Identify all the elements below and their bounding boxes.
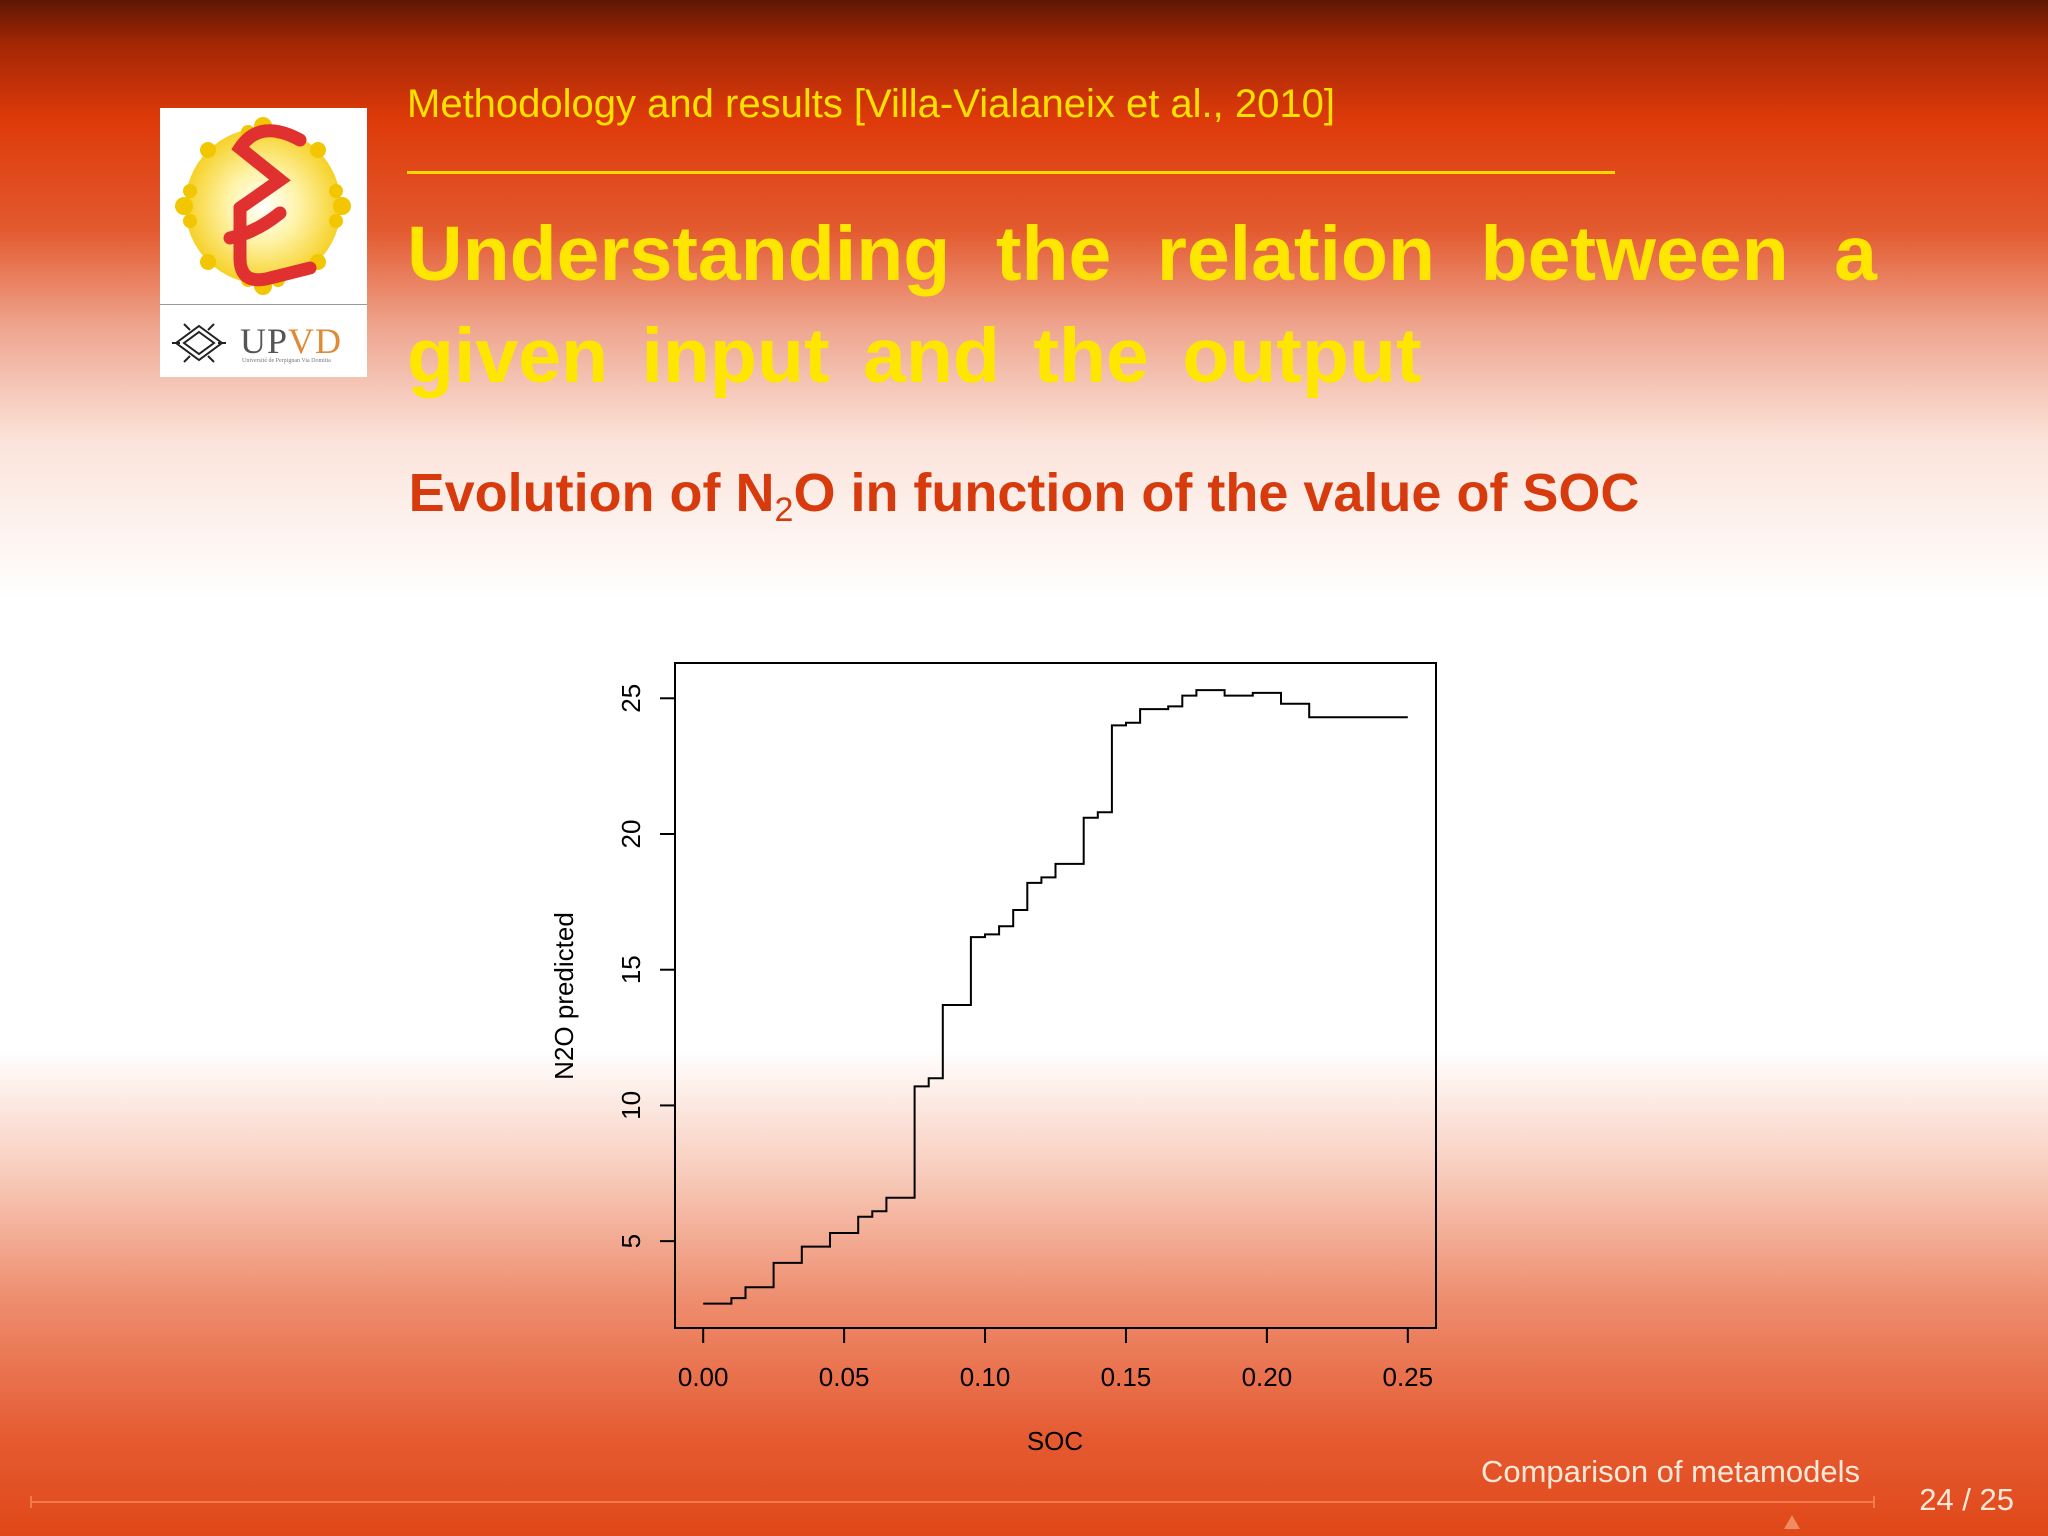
y-axis-label: N2O predicted — [549, 912, 579, 1080]
occitan-cross-emblem — [175, 117, 351, 295]
y-axis: 5 10 15 20 25 — [616, 684, 676, 1248]
x-tick-label: 0.15 — [1101, 1362, 1152, 1392]
x-tick-label: 0.10 — [960, 1362, 1011, 1392]
x-tick-label: 0.05 — [819, 1362, 870, 1392]
logo-divider — [160, 304, 367, 305]
logo-subtext: Université de Perpignan Via Domitia — [242, 358, 331, 364]
x-tick-label: 0.25 — [1383, 1362, 1434, 1392]
footer-title: Comparison of metamodels — [1480, 1454, 1860, 1489]
header-rule — [407, 171, 1615, 174]
x-tick-label: 0.00 — [678, 1362, 729, 1392]
section-title: Methodology and results [Villa-Vialaneix… — [407, 82, 1335, 126]
x-axis-label: SOC — [1027, 1426, 1083, 1456]
n2o-soc-chart: 0.00 0.05 0.10 0.15 0.20 0.25 5 10 15 20 25 SOC N… — [549, 662, 1437, 1456]
page-number: 24 / 25 — [1919, 1482, 2014, 1517]
y-tick-label: 10 — [616, 1091, 646, 1120]
footer-progress-rule — [30, 1496, 1875, 1508]
y-tick-label: 20 — [616, 820, 646, 849]
nav-triangle-icon[interactable] — [1784, 1515, 1800, 1529]
x-axis: 0.00 0.05 0.10 0.15 0.20 0.25 — [678, 1327, 1434, 1392]
n2o-step-line — [703, 689, 1408, 1305]
logo-wordmark: UPVD — [240, 321, 343, 361]
chart-subtitle: Evolution of N2O in function of the valu… — [408, 463, 1640, 529]
y-tick-label: 15 — [616, 955, 646, 984]
x-tick-label: 0.20 — [1242, 1362, 1293, 1392]
frame-title: Understanding the relation between a giv… — [407, 211, 1877, 399]
y-tick-label: 25 — [616, 684, 646, 713]
plot-box — [674, 662, 1437, 1329]
y-tick-label: 5 — [616, 1234, 646, 1248]
upvd-logo: UPVD Université de Perpignan Via Domitia — [160, 108, 367, 377]
upvd-diamond-icon — [172, 323, 226, 363]
